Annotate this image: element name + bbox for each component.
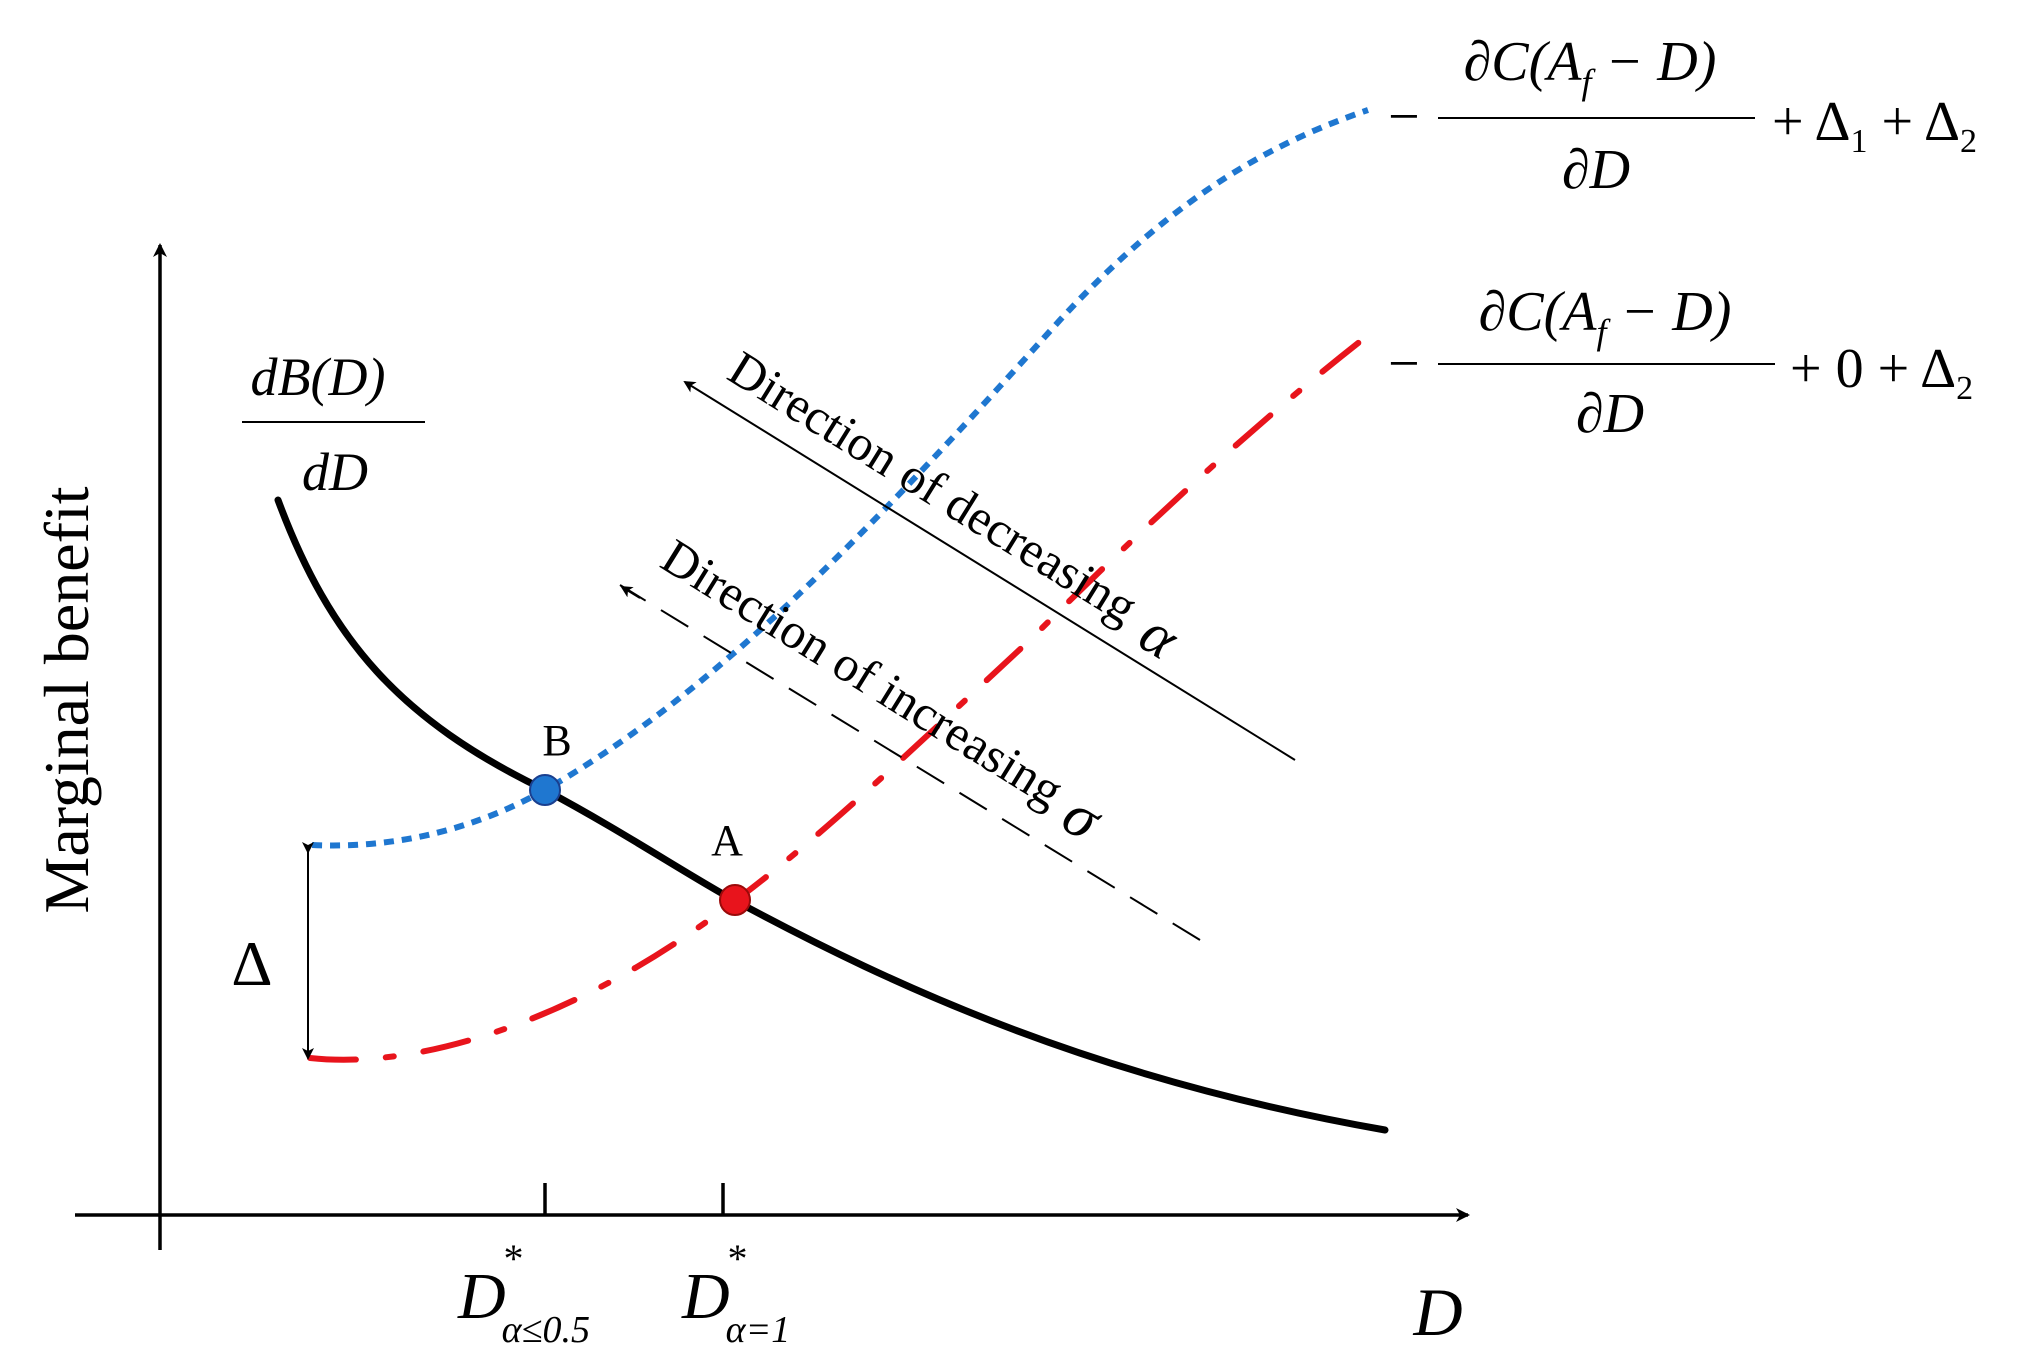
- blue-label-numerator: ∂C(Af − D): [1464, 31, 1717, 102]
- blue-label-tail: + Δ1 + Δ2: [1772, 91, 1977, 160]
- benefit-curve: [274, 496, 1389, 1134]
- sigma-direction-line: [619, 584, 1201, 941]
- benefit-label-numerator: dB(D): [251, 347, 386, 407]
- red-label-numerator: ∂C(Af − D): [1479, 281, 1732, 352]
- red-label-denominator: ∂D: [1576, 383, 1644, 445]
- point-a-marker: [719, 884, 751, 916]
- blue-label-denominator: ∂D: [1562, 139, 1630, 201]
- y-axis-label: Marginal benefit: [31, 486, 102, 913]
- cost-curve-red: [307, 337, 1365, 1063]
- cost-curve-blue: [311, 107, 1369, 849]
- tick-label-d-alpha-one: D* α=1: [681, 1236, 790, 1351]
- delta-label: Δ: [231, 928, 272, 999]
- point-b-label: B: [542, 716, 571, 765]
- tick-label-d-alpha-low: D* α≤0.5: [457, 1236, 590, 1351]
- sigma-direction-text: Direction of increasing: [652, 528, 1073, 818]
- blue-curve-label: − ∂C(Af − D) ∂D + Δ1 + Δ2: [1388, 31, 1977, 201]
- point-b-marker: [529, 774, 561, 806]
- point-a-label: A: [711, 816, 743, 865]
- blue-label-minus: −: [1388, 86, 1420, 148]
- red-label-tail: + 0 + Δ2: [1790, 338, 1973, 407]
- benefit-label-denominator: dD: [302, 442, 368, 502]
- red-label-minus: −: [1388, 333, 1420, 395]
- alpha-direction-line: [683, 380, 1296, 761]
- red-curve-label: − ∂C(Af − D) ∂D + 0 + Δ2: [1388, 281, 1973, 445]
- x-axis-label: D: [1412, 1274, 1462, 1350]
- sigma-arrow-head-line: [620, 585, 641, 599]
